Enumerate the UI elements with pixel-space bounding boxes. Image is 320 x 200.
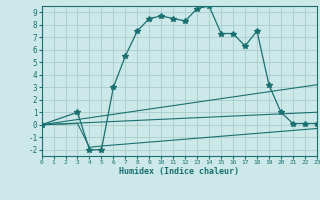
X-axis label: Humidex (Indice chaleur): Humidex (Indice chaleur) bbox=[119, 167, 239, 176]
